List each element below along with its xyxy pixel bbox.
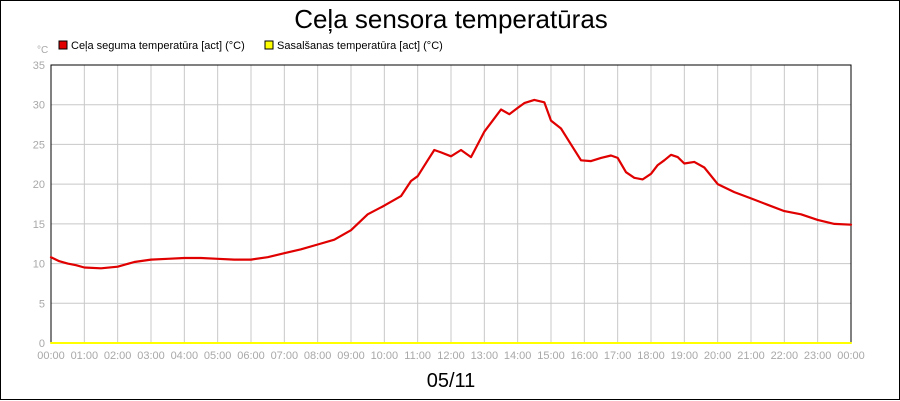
x-tick-label: 08:00	[304, 350, 332, 362]
x-tick-label: 15:00	[537, 350, 565, 362]
legend-swatch	[264, 40, 274, 50]
x-tick-label: 11:00	[404, 350, 431, 362]
x-tick-label: 18:00	[637, 350, 665, 362]
x-tick-label: 21:00	[737, 350, 765, 362]
chart-title: Ceļa sensora temperatūras	[294, 4, 608, 34]
x-tick-label: 06:00	[237, 350, 265, 362]
x-tick-label: 12:00	[437, 350, 465, 362]
y-tick-label: 10	[33, 259, 45, 271]
x-tick-label: 22:00	[771, 350, 799, 362]
gridlines	[50, 64, 852, 344]
x-tick-label: 07:00	[271, 350, 299, 362]
x-tick-label: 09:00	[337, 350, 365, 362]
y-tick-labels: 0 5 10 15 20 25 30 35	[33, 60, 45, 350]
y-tick-label: 30	[33, 100, 45, 112]
legend-swatch	[58, 40, 68, 50]
series-layer	[49, 98, 853, 344]
x-tick-label: 13:00	[471, 350, 499, 362]
x-tick-label: 19:00	[671, 350, 699, 362]
x-tick-label: 14:00	[504, 350, 532, 362]
y-tick-label: 5	[39, 298, 45, 310]
x-tick-label: 00:00	[37, 350, 65, 362]
legend: Ceļa seguma temperatūra [act] (°C) Sasalš…	[58, 40, 443, 52]
x-tick-label: 16:00	[571, 350, 599, 362]
x-tick-label: 04:00	[171, 350, 199, 362]
road-surface-temperature-line	[49, 98, 853, 270]
x-tick-label: 02:00	[104, 350, 132, 362]
legend-label: Ceļa seguma temperatūra [act] (°C)	[71, 40, 245, 52]
x-tick-label: 00:00	[837, 350, 865, 362]
y-tick-label: 15	[33, 219, 45, 231]
x-tick-label: 05:00	[204, 350, 232, 362]
y-axis-unit-label: °C	[37, 45, 48, 56]
x-tick-labels: 00:00 01:00 02:00 03:00 04:00 05:00 06:00 07:00…	[37, 350, 865, 362]
x-tick-label: 17:00	[604, 350, 632, 362]
x-tick-label: 10:00	[371, 350, 399, 362]
y-tick-label: 25	[33, 139, 45, 151]
x-tick-label: 20:00	[704, 350, 732, 362]
x-axis-date-label: 05/11	[427, 370, 476, 392]
x-tick-label: 03:00	[137, 350, 165, 362]
x-tick-label: 01:00	[71, 350, 99, 362]
y-tick-label: 0	[39, 338, 45, 350]
x-tick-label: 23:00	[804, 350, 832, 362]
legend-label: Sasalšanas temperatūra [act] (°C)	[277, 40, 443, 52]
y-tick-label: 35	[33, 60, 45, 72]
y-tick-label: 20	[33, 179, 45, 191]
